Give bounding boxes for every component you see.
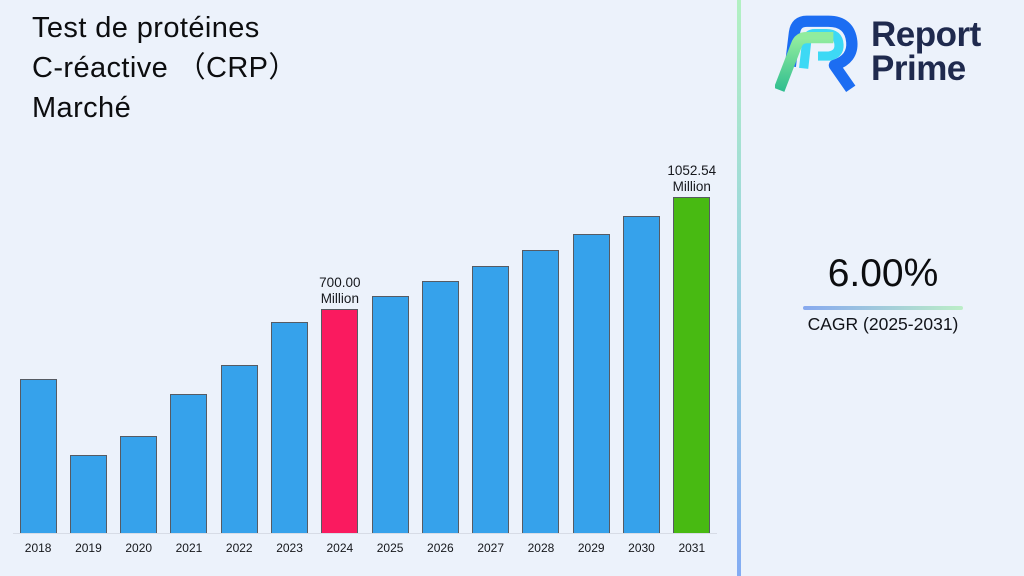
logo-blue-ribbon: [784, 15, 858, 93]
bar-slot-2025: [365, 133, 415, 533]
bar-slot-2023: [264, 133, 314, 533]
bar-2026: [421, 281, 459, 533]
bar-2018: [19, 379, 57, 533]
bar-2024: [321, 309, 359, 533]
x-tick-2029: 2029: [577, 541, 605, 555]
bar-chart: 700.00 Million 1052.54 Million: [13, 133, 717, 534]
panel-divider: [737, 0, 741, 576]
report-prime-logo: Report Prime: [775, 10, 981, 96]
bar-2021: [170, 394, 208, 533]
logo-word-prime: Prime: [871, 49, 966, 88]
bar-slot-2029: [566, 133, 616, 533]
cagr-label: CAGR (2025-2031): [807, 314, 959, 334]
bar-slot-2021: [164, 133, 214, 533]
x-tick-2027: 2027: [477, 541, 505, 555]
bar-slot-2019: [63, 133, 113, 533]
x-tick-2018: 2018: [24, 541, 52, 555]
x-axis-labels: 2018 2019 2020 2021 2022 2023 2024 2025 2026 2027…: [13, 541, 717, 555]
bar-slot-2022: [214, 133, 264, 533]
x-tick-2024: 2024: [326, 541, 354, 555]
report-prime-logo-icon: [775, 15, 858, 93]
bar-2029: [572, 234, 610, 533]
bar-2025: [371, 296, 409, 533]
bar-slot-2026: [415, 133, 465, 533]
bar-annotation-2031: 1052.54 Million: [667, 163, 717, 194]
bar-2020: [120, 436, 158, 533]
logo-green-ribbon: [775, 32, 834, 92]
bar-slot-2031: 1052.54 Million: [667, 133, 717, 533]
x-tick-2020: 2020: [125, 541, 153, 555]
bar-2030: [623, 216, 661, 533]
bar-slot-2030: [616, 133, 666, 533]
x-tick-2021: 2021: [175, 541, 203, 555]
x-tick-2031: 2031: [678, 541, 706, 555]
bar-slot-2024: 700.00 Million: [315, 133, 365, 533]
cagr-underline: [803, 306, 963, 310]
logo-word-report: Report: [871, 15, 981, 54]
bar-2031: [673, 197, 711, 533]
bar-slot-2028: [516, 133, 566, 533]
x-tick-2022: 2022: [225, 541, 253, 555]
x-tick-2030: 2030: [628, 541, 655, 555]
x-tick-2019: 2019: [75, 541, 102, 555]
cagr-value: 6.00%: [827, 252, 939, 295]
title-line-1: Test de protéines: [32, 12, 260, 44]
x-tick-2025: 2025: [376, 541, 404, 555]
title-line-2: C-réactive （CRP）: [32, 52, 298, 84]
report-prime-logo-text: Report Prime: [871, 15, 981, 88]
page-title: Test de protéines C-réactive （CRP） March…: [32, 8, 298, 128]
bar-slot-2018: [13, 133, 63, 533]
bar-slot-2020: [114, 133, 164, 533]
title-line-3: Marché: [32, 92, 132, 124]
bar-2019: [69, 455, 107, 533]
bar-annotation-2024: 700.00 Million: [319, 275, 361, 306]
x-tick-2026: 2026: [427, 541, 454, 555]
x-tick-2023: 2023: [276, 541, 303, 555]
bar-2027: [472, 266, 510, 533]
bar-2023: [271, 322, 309, 533]
bar-2028: [522, 250, 560, 533]
x-tick-2028: 2028: [527, 541, 555, 555]
bar-slot-2027: [466, 133, 516, 533]
bar-2022: [220, 365, 258, 533]
